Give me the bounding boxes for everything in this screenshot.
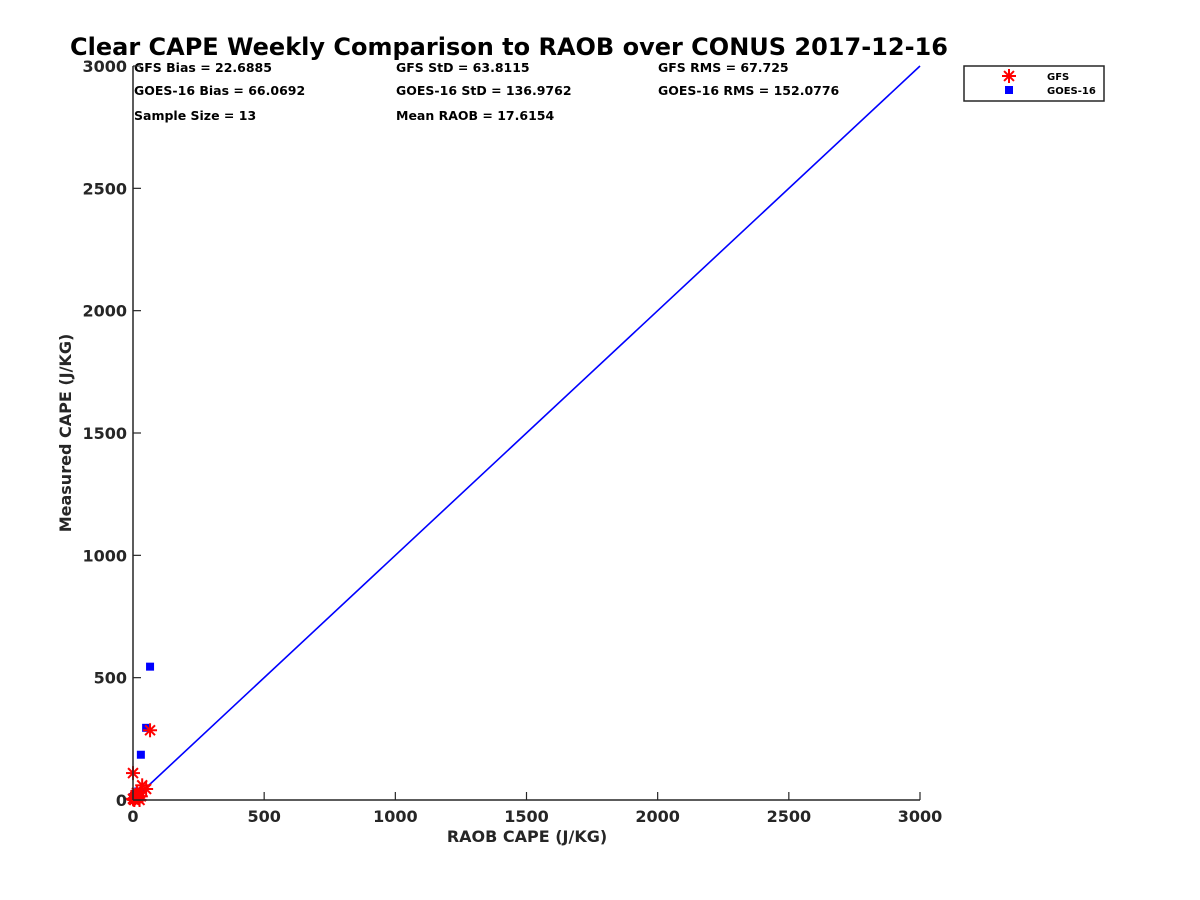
- legend-label: GFS: [1047, 72, 1069, 83]
- stat-text: GFS RMS = 67.725: [658, 60, 789, 75]
- legend: GFS GOES-16: [963, 65, 1105, 102]
- y-tick-label: 2000: [82, 302, 127, 321]
- y-tick-label: 500: [94, 669, 127, 688]
- legend-label: GOES-16: [1047, 86, 1096, 97]
- y-tick-label: 0: [116, 791, 127, 810]
- x-tick-label: 0: [127, 807, 138, 826]
- goes16-point: [136, 750, 145, 759]
- plot-area: [126, 65, 921, 807]
- stat-text: Sample Size = 13: [134, 108, 256, 123]
- y-tick-label: 2500: [82, 179, 127, 198]
- stat-text: Mean RAOB = 17.6154: [396, 108, 554, 123]
- stat-text: GFS StD = 63.8115: [396, 60, 530, 75]
- y-tick-label: 1000: [82, 546, 127, 565]
- legend-box: [963, 65, 1105, 102]
- goes16-point: [146, 662, 155, 671]
- axes: 0 500 1000 1500 2000 2500 3000 0 500 1000 1500 2000…: [82, 57, 942, 826]
- y-tick-label: 3000: [82, 57, 127, 76]
- stat-text: GOES-16 RMS = 152.0776: [658, 83, 840, 98]
- y-tick-label: 1500: [82, 424, 127, 443]
- gfs-point: [143, 723, 158, 738]
- x-tick-label: 2500: [767, 807, 812, 826]
- x-tick-label: 2000: [635, 807, 680, 826]
- x-tick-label: 500: [247, 807, 280, 826]
- x-tick-label: 1500: [504, 807, 549, 826]
- stat-text: GFS Bias = 22.6885: [134, 60, 272, 75]
- stat-text: GOES-16 Bias = 66.0692: [134, 83, 305, 98]
- stat-text: GOES-16 StD = 136.9762: [396, 83, 572, 98]
- legend-gfs-marker: [1002, 69, 1016, 83]
- legend-goes16-marker: [1005, 86, 1013, 94]
- gfs-point: [128, 791, 143, 806]
- one-to-one-line: [132, 65, 921, 801]
- x-tick-label: 3000: [898, 807, 943, 826]
- x-axis-label: RAOB CAPE (J/KG): [447, 827, 607, 846]
- chart-title: Clear CAPE Weekly Comparison to RAOB ove…: [70, 33, 948, 61]
- y-axis-label: Measured CAPE (J/KG): [56, 334, 75, 533]
- x-tick-label: 1000: [373, 807, 418, 826]
- goes16-point: [142, 723, 151, 732]
- stats-block: GFS Bias = 22.6885 GFS StD = 63.8115 GFS R…: [134, 60, 840, 123]
